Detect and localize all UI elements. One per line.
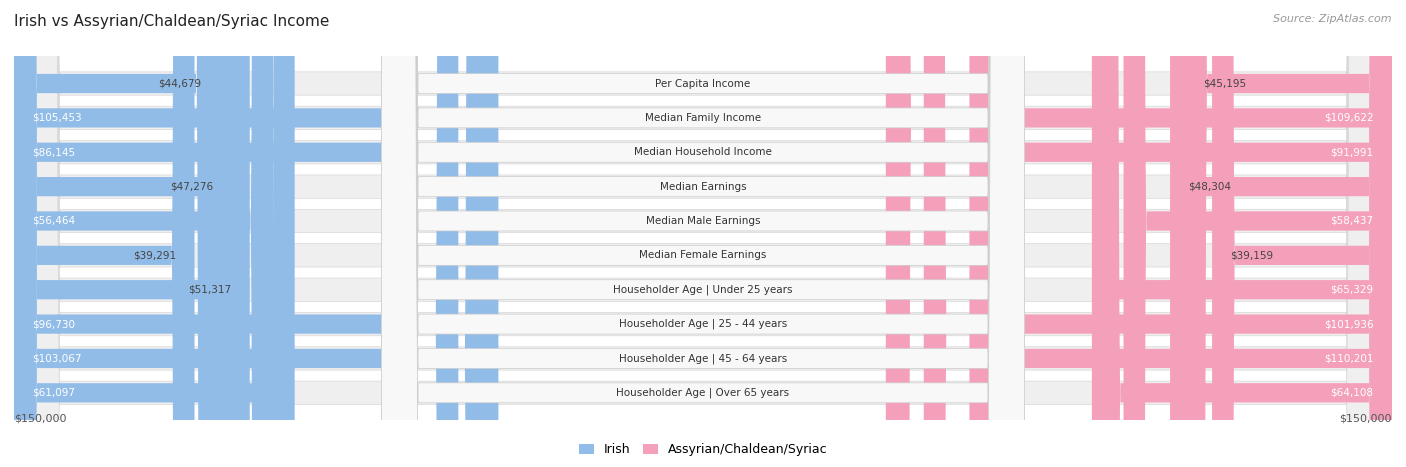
Text: $39,291: $39,291 (134, 250, 176, 260)
Text: $61,097: $61,097 (32, 388, 76, 398)
Text: Householder Age | Over 65 years: Householder Age | Over 65 years (616, 388, 790, 398)
Text: Householder Age | 25 - 44 years: Householder Age | 25 - 44 years (619, 319, 787, 329)
Text: $39,159: $39,159 (1230, 250, 1274, 260)
Text: $150,000: $150,000 (1340, 414, 1392, 424)
Text: $58,437: $58,437 (1330, 216, 1374, 226)
FancyBboxPatch shape (14, 0, 488, 467)
Text: $86,145: $86,145 (32, 147, 76, 157)
Text: Median Household Income: Median Household Income (634, 147, 772, 157)
FancyBboxPatch shape (381, 0, 1025, 467)
FancyBboxPatch shape (1092, 0, 1392, 467)
Text: $96,730: $96,730 (32, 319, 76, 329)
FancyBboxPatch shape (14, 0, 231, 467)
Text: $65,329: $65,329 (1330, 285, 1374, 295)
FancyBboxPatch shape (14, 0, 273, 467)
Text: Householder Age | 45 - 64 years: Householder Age | 45 - 64 years (619, 353, 787, 364)
FancyBboxPatch shape (14, 0, 295, 467)
FancyBboxPatch shape (969, 0, 1392, 467)
FancyBboxPatch shape (381, 0, 1025, 467)
FancyBboxPatch shape (14, 0, 1392, 467)
FancyBboxPatch shape (14, 0, 1392, 467)
FancyBboxPatch shape (14, 0, 1392, 467)
Text: $56,464: $56,464 (32, 216, 76, 226)
FancyBboxPatch shape (1212, 0, 1392, 467)
Text: $101,936: $101,936 (1324, 319, 1374, 329)
Text: $47,276: $47,276 (170, 182, 212, 191)
Text: Median Male Earnings: Median Male Earnings (645, 216, 761, 226)
FancyBboxPatch shape (381, 0, 1025, 467)
Text: $45,195: $45,195 (1202, 78, 1246, 89)
Text: $109,622: $109,622 (1324, 113, 1374, 123)
FancyBboxPatch shape (14, 0, 1392, 467)
Text: $51,317: $51,317 (188, 285, 232, 295)
FancyBboxPatch shape (14, 0, 250, 467)
FancyBboxPatch shape (14, 0, 498, 467)
Text: Per Capita Income: Per Capita Income (655, 78, 751, 89)
FancyBboxPatch shape (886, 0, 1392, 467)
FancyBboxPatch shape (14, 0, 458, 467)
Text: Householder Age | Under 25 years: Householder Age | Under 25 years (613, 284, 793, 295)
FancyBboxPatch shape (1170, 0, 1392, 467)
FancyBboxPatch shape (1184, 0, 1392, 467)
FancyBboxPatch shape (889, 0, 1392, 467)
FancyBboxPatch shape (14, 0, 219, 467)
FancyBboxPatch shape (14, 0, 1392, 467)
FancyBboxPatch shape (14, 0, 1392, 467)
Text: Median Female Earnings: Median Female Earnings (640, 250, 766, 260)
FancyBboxPatch shape (381, 0, 1025, 467)
FancyBboxPatch shape (924, 0, 1392, 467)
Text: $150,000: $150,000 (14, 414, 66, 424)
FancyBboxPatch shape (14, 0, 1392, 467)
Text: $48,304: $48,304 (1188, 182, 1232, 191)
Text: Median Family Income: Median Family Income (645, 113, 761, 123)
FancyBboxPatch shape (1098, 0, 1392, 467)
FancyBboxPatch shape (381, 0, 1025, 467)
Text: Median Earnings: Median Earnings (659, 182, 747, 191)
FancyBboxPatch shape (14, 0, 1392, 467)
FancyBboxPatch shape (381, 0, 1025, 467)
Text: $110,201: $110,201 (1324, 354, 1374, 363)
FancyBboxPatch shape (381, 0, 1025, 467)
Text: $105,453: $105,453 (32, 113, 82, 123)
Legend: Irish, Assyrian/Chaldean/Syriac: Irish, Assyrian/Chaldean/Syriac (574, 439, 832, 461)
FancyBboxPatch shape (381, 0, 1025, 467)
FancyBboxPatch shape (381, 0, 1025, 467)
FancyBboxPatch shape (381, 0, 1025, 467)
FancyBboxPatch shape (1123, 0, 1392, 467)
Text: Source: ZipAtlas.com: Source: ZipAtlas.com (1274, 14, 1392, 24)
Text: Irish vs Assyrian/Chaldean/Syriac Income: Irish vs Assyrian/Chaldean/Syriac Income (14, 14, 329, 29)
Text: $103,067: $103,067 (32, 354, 82, 363)
Text: $44,679: $44,679 (157, 78, 201, 89)
FancyBboxPatch shape (14, 0, 409, 467)
FancyBboxPatch shape (14, 0, 194, 467)
FancyBboxPatch shape (14, 0, 1392, 467)
Text: $91,991: $91,991 (1330, 147, 1374, 157)
Text: $64,108: $64,108 (1330, 388, 1374, 398)
FancyBboxPatch shape (14, 0, 1392, 467)
